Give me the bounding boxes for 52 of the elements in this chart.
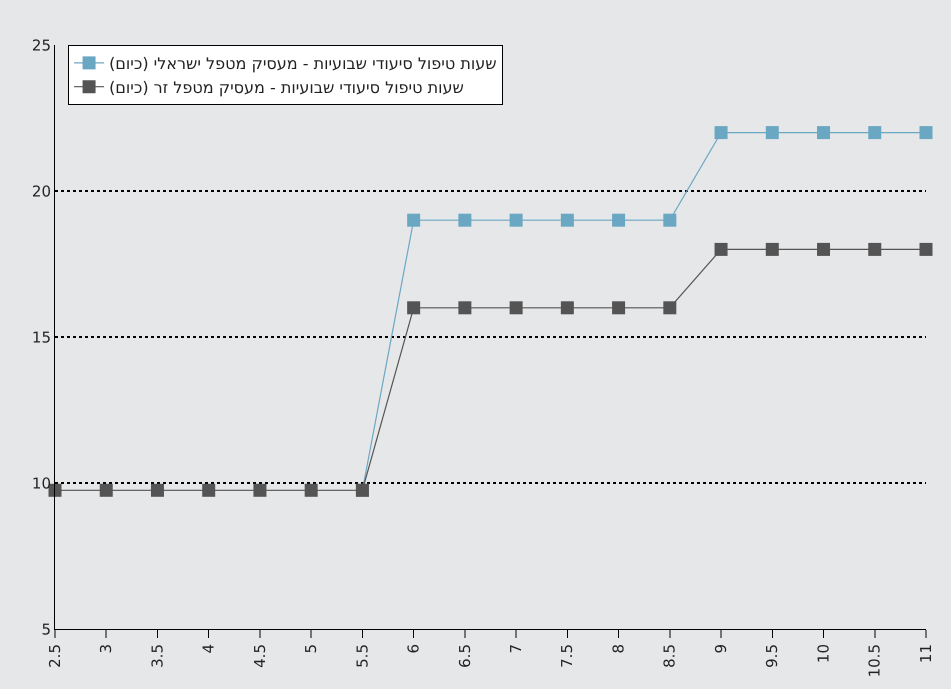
point — [714, 126, 728, 140]
point — [663, 301, 676, 314]
point — [817, 242, 830, 256]
point — [663, 214, 676, 227]
x-tick-label: 10.5 — [866, 644, 884, 678]
point — [304, 484, 318, 497]
point — [714, 242, 728, 256]
x-tick-label: 4 — [200, 644, 218, 654]
x-tick-label: 8 — [609, 644, 628, 654]
point — [817, 126, 830, 140]
point — [612, 214, 626, 227]
point — [612, 301, 626, 314]
legend-label: שעות טיפול סיעודי שבועיות - מעסיק מטפל ישראלי (כיום) — [109, 54, 497, 74]
x-tick-label: 5 — [302, 644, 320, 654]
x-tick-label: 4.5 — [250, 644, 269, 668]
y-tick-label: 15 — [32, 328, 51, 346]
y-tick-label: 25 — [32, 36, 51, 54]
point — [920, 242, 932, 256]
point — [202, 484, 216, 497]
x-tick-label: 3 — [97, 644, 116, 654]
x-tick-label: 7 — [506, 644, 525, 654]
y-tick-label: 20 — [32, 182, 51, 200]
point — [458, 214, 472, 227]
y-tick-label: 5 — [41, 620, 51, 638]
point — [560, 214, 574, 227]
point — [407, 214, 420, 227]
x-tick-label: 9.5 — [763, 644, 782, 668]
point — [253, 484, 266, 497]
x-tick-label: 2.5 — [46, 644, 64, 668]
point — [510, 214, 523, 227]
point — [510, 301, 523, 314]
point — [458, 301, 472, 314]
legend-label: שעות טיפול סיעודי שבועיות - מעסיק מטפל זר (כיום) — [109, 78, 464, 97]
x-tick-label: 7.5 — [558, 644, 576, 668]
point — [150, 484, 164, 497]
point — [407, 301, 420, 314]
point — [766, 126, 779, 140]
x-tick-label: 6.5 — [456, 644, 474, 668]
point — [920, 126, 932, 140]
x-tick-label: 6 — [404, 644, 423, 654]
point — [766, 242, 779, 256]
x-tick-label: 8.5 — [660, 644, 679, 668]
point — [868, 126, 882, 140]
y-tick-label: 10 — [32, 474, 51, 492]
x-tick-label: 3.5 — [148, 644, 166, 668]
point — [868, 242, 882, 256]
x-tick-label: 9 — [712, 644, 730, 654]
x-tick-label: 10 — [814, 644, 832, 664]
x-tick-label: 11 — [916, 644, 935, 664]
x-tick-label: 5.5 — [353, 644, 372, 668]
point — [560, 301, 574, 314]
point — [100, 484, 113, 497]
